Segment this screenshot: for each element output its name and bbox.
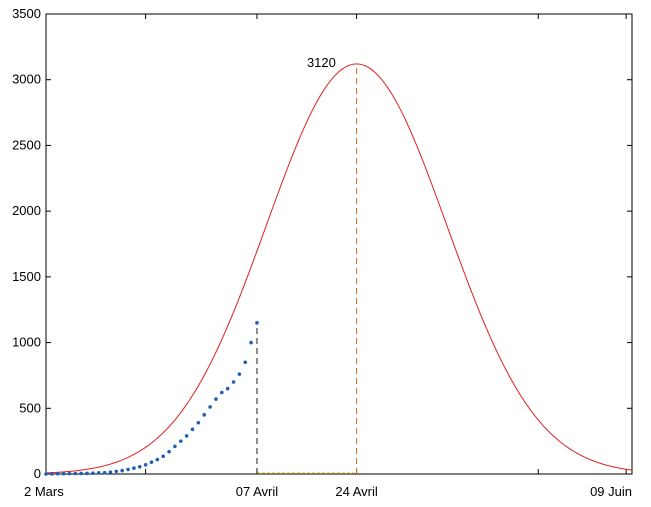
observed-point (225, 386, 230, 391)
observed-point (79, 471, 83, 476)
observed-point (102, 470, 107, 475)
observed-point (137, 464, 142, 469)
y-tick-label: 1500 (12, 269, 41, 284)
y-tick-label: 500 (19, 400, 41, 415)
observed-point (255, 321, 259, 325)
plot-frame (45, 13, 633, 475)
observed-point (132, 466, 136, 470)
x-tick-label: 2 Mars (24, 484, 64, 499)
observed-point (85, 471, 89, 476)
observed-point (249, 340, 253, 345)
observed-point (243, 360, 248, 365)
y-tick-label: 0 (34, 466, 41, 481)
observed-point (126, 467, 130, 472)
observed-point (114, 469, 119, 474)
observed-point (44, 472, 48, 476)
observed-point (96, 471, 101, 475)
observed-point (55, 471, 60, 476)
peak-annotation: 3120 (307, 55, 336, 70)
observed-point (190, 427, 195, 432)
observed-point (173, 444, 177, 449)
x-tick-label: 24 Avril (335, 484, 378, 499)
observed-point (237, 372, 242, 376)
y-tick-label: 2500 (12, 137, 41, 152)
observed-point (61, 471, 66, 476)
model-curve-line (45, 63, 633, 474)
observed-point (120, 468, 124, 473)
observed-point (91, 471, 95, 476)
y-tick-label: 3000 (12, 72, 41, 87)
observed-point (50, 472, 54, 476)
y-tick-label: 3500 (12, 6, 41, 21)
observed-point (108, 470, 113, 474)
observed-point (155, 457, 160, 462)
x-tick-label: 09 Juin (590, 484, 632, 499)
observed-point (214, 397, 218, 401)
observed-point (196, 420, 201, 425)
observed-point (161, 454, 165, 459)
observed-point (178, 439, 183, 443)
observed-point (67, 471, 72, 476)
observed-point (208, 405, 212, 409)
observed-point (184, 434, 189, 438)
x-tick-label: 07 Avril (236, 484, 279, 499)
y-tick-label: 1000 (12, 335, 41, 350)
observed-point (73, 471, 78, 476)
observed-point (149, 460, 154, 464)
observed-point (202, 413, 207, 417)
y-tick-label: 2000 (12, 203, 41, 218)
observed-point (167, 449, 171, 454)
observed-point (220, 390, 224, 395)
observed-point (231, 380, 236, 384)
observed-point (143, 463, 148, 467)
